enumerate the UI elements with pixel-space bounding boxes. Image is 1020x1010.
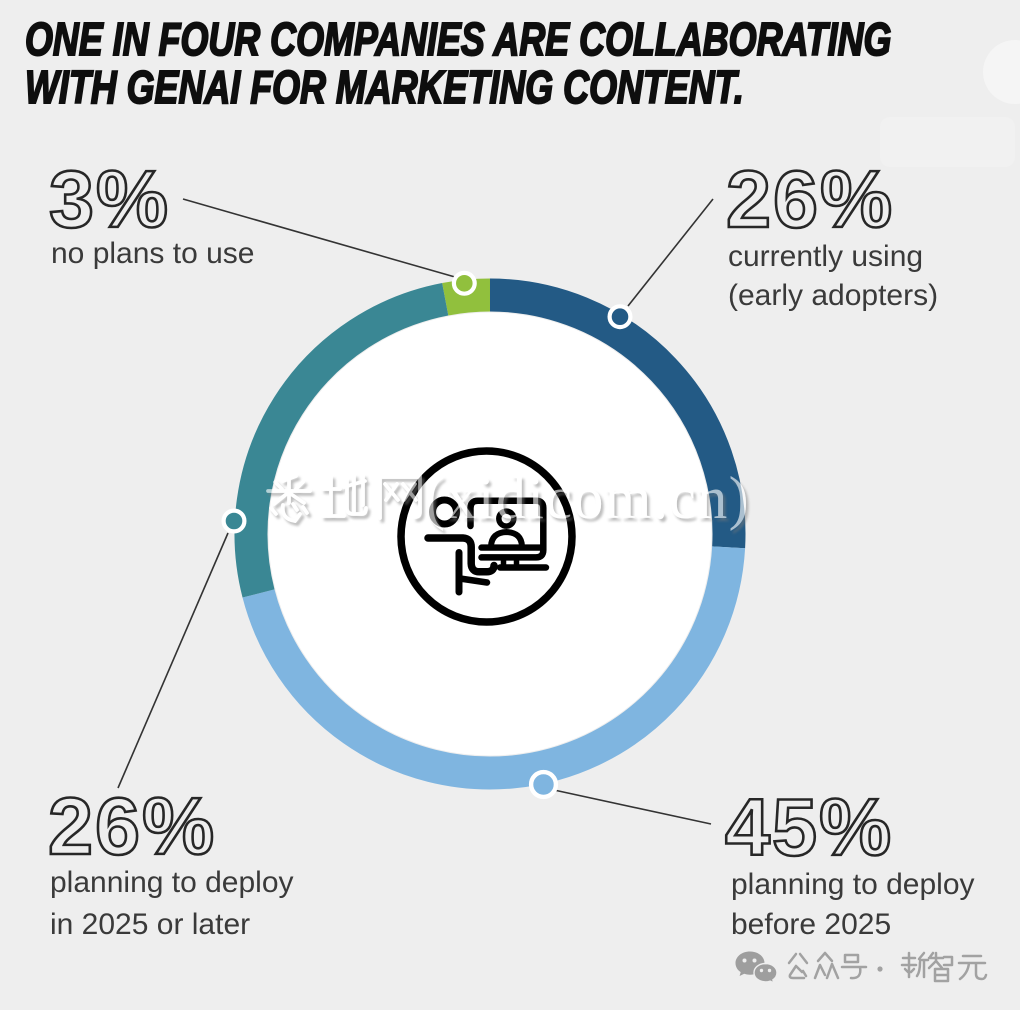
svg-text:(xidicom.cn): (xidicom.cn)	[425, 465, 750, 531]
